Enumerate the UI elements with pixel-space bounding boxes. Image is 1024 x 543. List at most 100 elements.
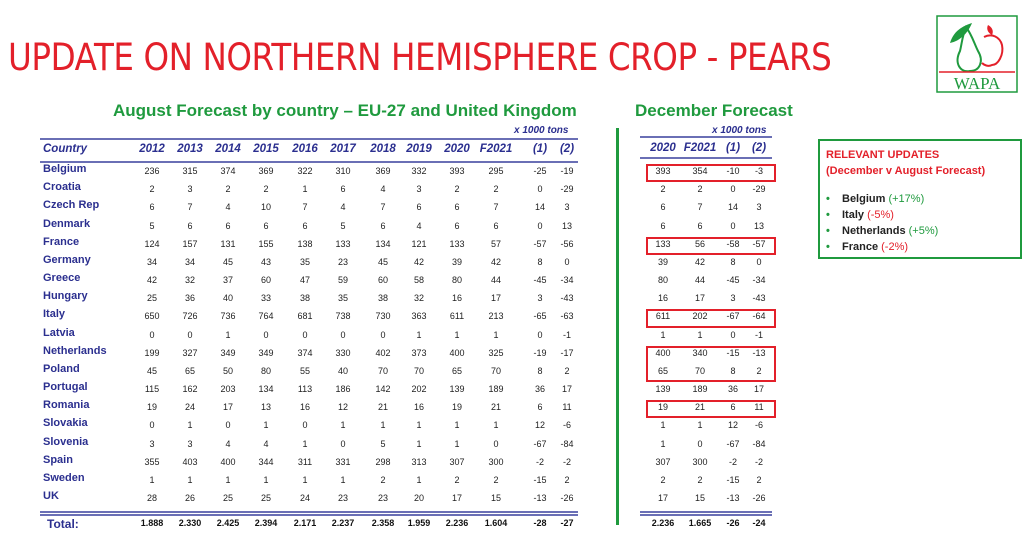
table-cell: 42 <box>146 275 157 286</box>
table-cell: 5 <box>149 220 155 231</box>
table-cell: 142 <box>375 384 391 395</box>
table-cell: 139 <box>655 384 671 395</box>
country-label: Netherlands <box>43 344 107 357</box>
table-cell: -58 <box>726 238 740 249</box>
country-label: Portugal <box>43 381 88 394</box>
country-label: Poland <box>43 362 80 375</box>
table-cell: 131 <box>220 238 236 249</box>
table-cell: 24 <box>184 402 195 413</box>
divider <box>640 136 772 138</box>
table-cell: 16 <box>451 293 462 304</box>
table-cell: 6 <box>660 220 666 231</box>
column-header: 2019 <box>406 143 432 155</box>
country-name: Italy <box>842 209 865 221</box>
total-cell: 2.236 <box>445 518 469 528</box>
highlight-box <box>646 236 776 255</box>
table-cell: -1 <box>562 329 571 340</box>
table-cell: 39 <box>657 256 668 267</box>
table-cell: 6 <box>380 220 386 231</box>
table-cell: 2 <box>454 474 460 485</box>
table-cell: 738 <box>335 311 351 322</box>
table-cell: 2 <box>756 474 762 485</box>
total-label: Total: <box>47 517 79 531</box>
table-cell: 349 <box>258 347 274 358</box>
table-cell: 16 <box>657 293 668 304</box>
table-cell: -43 <box>752 293 766 304</box>
table-cell: 1 <box>187 420 193 431</box>
table-cell: 0 <box>302 420 308 431</box>
country-label: France <box>43 235 80 248</box>
table-cell: 36 <box>184 293 195 304</box>
updates-subheading: (December v August Forecast) <box>826 165 986 177</box>
country-label: Greece <box>43 272 81 285</box>
table-cell: 26 <box>184 493 195 504</box>
total-cell: 2.236 <box>651 518 675 528</box>
table-cell: 7 <box>697 202 703 213</box>
table-cell: 3 <box>564 202 570 213</box>
table-cell: 2 <box>493 474 499 485</box>
table-cell: -29 <box>752 184 766 195</box>
table-cell: 1 <box>454 329 460 340</box>
table-cell: 4 <box>416 220 422 231</box>
column-header: (1) <box>725 142 741 154</box>
table-cell: 42 <box>694 256 705 267</box>
table-cell: 4 <box>225 202 231 213</box>
total-cell: -26 <box>726 518 740 528</box>
total-cell: -24 <box>752 518 766 528</box>
table-cell: 17 <box>451 493 462 504</box>
table-cell: 58 <box>413 275 424 286</box>
table-cell: 20 <box>413 493 424 504</box>
table-cell: -13 <box>726 493 740 504</box>
table-cell: 17 <box>561 384 572 395</box>
december-subtitle: December Forecast <box>635 101 793 120</box>
august-unit: x 1000 tons <box>514 125 569 136</box>
highlight-box <box>646 164 776 183</box>
table-cell: 0 <box>537 220 543 231</box>
change-value: (+17%) <box>888 193 925 205</box>
table-cell: 1 <box>416 420 422 431</box>
column-header: 2015 <box>253 143 279 155</box>
table-cell: 3 <box>537 293 543 304</box>
table-cell: 400 <box>655 347 671 358</box>
table-cell: -29 <box>560 184 574 195</box>
table-cell: -84 <box>752 438 766 449</box>
table-cell: -13 <box>752 347 766 358</box>
table-cell: 121 <box>411 238 427 249</box>
change-value: (-2%) <box>881 241 909 253</box>
table-cell: 0 <box>149 329 155 340</box>
table-cell: 50 <box>222 365 233 376</box>
country-label: Croatia <box>43 181 81 194</box>
table-cell: 157 <box>182 238 198 249</box>
table-cell: -1 <box>754 329 763 340</box>
table-cell: 1 <box>187 474 193 485</box>
divider <box>40 161 578 163</box>
table-cell: 133 <box>335 238 351 249</box>
table-cell: 6 <box>454 202 460 213</box>
country-label: Belgium <box>43 163 87 175</box>
table-cell: 134 <box>375 238 391 249</box>
table-cell: 19 <box>657 402 668 413</box>
change-value: (+5%) <box>908 225 939 237</box>
table-cell: 44 <box>490 275 501 286</box>
table-cell: 15 <box>490 493 501 504</box>
table-cell: 2 <box>149 184 155 195</box>
table-cell: -25 <box>533 166 547 176</box>
table-cell: 650 <box>144 311 160 322</box>
table-cell: 124 <box>144 238 160 249</box>
table-cell: 402 <box>375 347 391 358</box>
table-cell: 45 <box>146 365 157 376</box>
table-cell: 10 <box>260 202 271 213</box>
table-cell: 32 <box>184 275 195 286</box>
table-cell: 60 <box>260 275 271 286</box>
table-cell: 0 <box>340 438 346 449</box>
table-cell: 17 <box>657 493 668 504</box>
total-cell: 2.237 <box>331 518 355 528</box>
table-cell: 0 <box>730 329 736 340</box>
highlight-box <box>646 309 776 328</box>
table-cell: 332 <box>411 166 427 176</box>
table-cell: 35 <box>337 293 348 304</box>
table-cell: 213 <box>488 311 504 322</box>
table-cell: 0 <box>380 329 386 340</box>
table-cell: 34 <box>146 256 157 267</box>
table-cell: 202 <box>692 311 708 322</box>
